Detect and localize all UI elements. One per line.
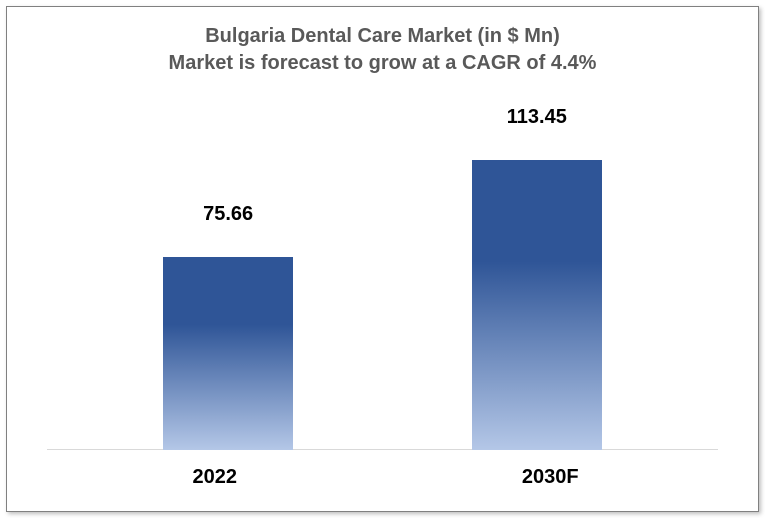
- x-axis-labels: 2022 2030F: [7, 460, 758, 511]
- chart-frame: Bulgaria Dental Care Market (in $ Mn) Ma…: [6, 6, 759, 512]
- title-line-1: Bulgaria Dental Care Market (in $ Mn): [7, 23, 758, 50]
- data-label-1: 113.45: [507, 106, 567, 129]
- title-line-2: Market is forecast to grow at a CAGR of …: [7, 50, 758, 77]
- x-label-1: 2030F: [383, 466, 719, 489]
- plot-area: 75.66 113.45: [47, 97, 718, 450]
- data-label-0: 75.66: [203, 203, 253, 226]
- chart-title: Bulgaria Dental Care Market (in $ Mn) Ma…: [7, 7, 758, 77]
- x-label-0: 2022: [47, 466, 383, 489]
- bar-1: [472, 160, 602, 450]
- bar-0: [163, 257, 293, 450]
- baseline: [47, 449, 718, 450]
